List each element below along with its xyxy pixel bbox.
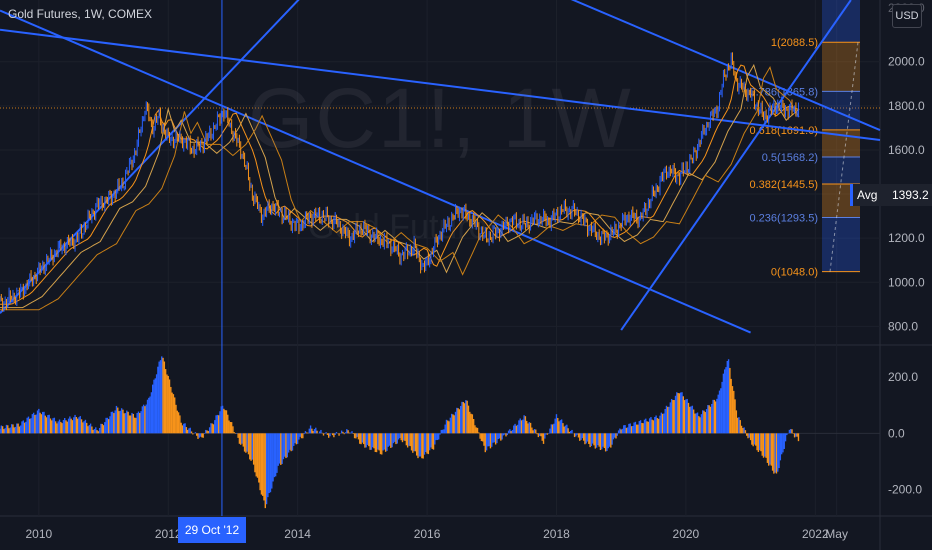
avg-price-tag: Avg 1393.2 [850, 184, 932, 206]
oscillator-axis-label: 200.0 [888, 370, 918, 384]
trendline [570, 0, 881, 132]
currency-button[interactable]: USD [892, 4, 922, 28]
fib-level-label: 0(1048.0) [771, 267, 818, 279]
time-axis-label: 2010 [25, 527, 52, 541]
fib-level-label: 0.382(1445.5) [750, 179, 819, 191]
fib-level-label: 1(2088.5) [771, 37, 818, 49]
moving-average [0, 63, 800, 309]
fib-band [822, 42, 860, 92]
time-axis-label: 2014 [284, 527, 311, 541]
price-series [0, 52, 799, 312]
fibonacci-retracement[interactable]: 1(2088.5) 0.786(1865.8) 0.618(1691.0) 0.5(1… [750, 0, 861, 279]
oscillator-axis-label: 0.0 [888, 426, 905, 440]
time-axis-label: 2022 [802, 527, 829, 541]
time-axis-label: 2020 [673, 527, 700, 541]
price-axis-label: 2000.0 [888, 55, 925, 69]
time-axis-label: 2016 [414, 527, 441, 541]
avg-label: Avg [857, 188, 878, 202]
oscillator-panel [0, 356, 880, 509]
price-axis-label: 1000.0 [888, 275, 925, 289]
fib-level-label: 0.618(1691.0) [750, 125, 819, 137]
oscillator-axis-label: -200.0 [888, 483, 922, 497]
trendline [0, 0, 300, 314]
time-axis-label: 2018 [543, 527, 570, 541]
moving-averages [0, 63, 800, 311]
fib-level-label: 0.5(1568.2) [762, 152, 818, 164]
fib-band [822, 0, 860, 43]
price-axis-label: 1800.0 [888, 99, 925, 113]
chart-title: Gold Futures, 1W, COMEX [8, 7, 153, 21]
time-axis-label: May [825, 527, 848, 541]
price-axis-label: 1200.0 [888, 231, 925, 245]
trendline [0, 28, 881, 142]
fib-band [822, 217, 860, 272]
price-axis-label: 1600.0 [888, 143, 925, 157]
fib-band [822, 91, 860, 130]
fib-diagonal [829, 42, 859, 272]
avg-value: 1393.2 [892, 188, 929, 202]
time-axis-label: 2012 [155, 527, 182, 541]
axes: 800.01000.01200.01400.01600.01800.02000.… [25, 1, 925, 541]
price-axis-label: 800.0 [888, 319, 918, 333]
crosshair-date-label: 29 Oct '12 [178, 517, 246, 543]
moving-average [0, 64, 800, 305]
trendline [0, 9, 751, 334]
trendline [620, 0, 852, 331]
fib-level-label: 0.786(1865.8) [750, 86, 819, 98]
moving-average [0, 66, 800, 311]
fib-level-label: 0.236(1293.5) [750, 213, 819, 225]
